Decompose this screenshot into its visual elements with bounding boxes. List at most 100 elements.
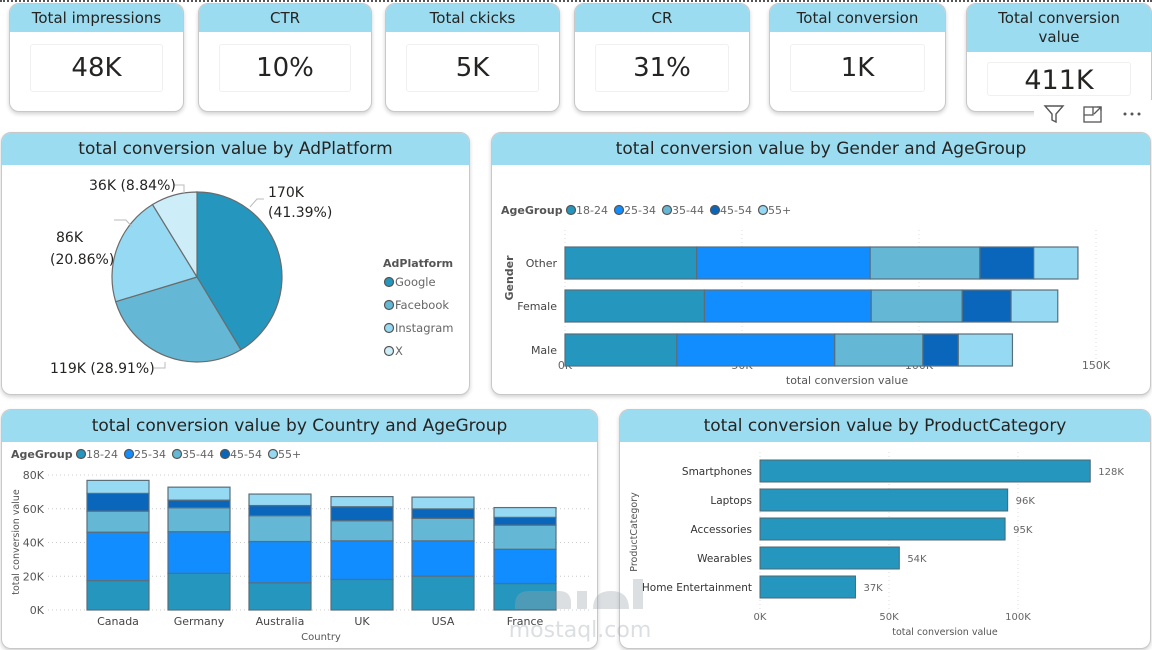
bar-wearables bbox=[759, 546, 900, 570]
column-segment-germany-18-24 bbox=[167, 572, 231, 611]
column-segment-canada-18-24 bbox=[86, 580, 150, 611]
y-axis-title: ProductCategory bbox=[629, 492, 640, 572]
x-tick-label: 150K bbox=[1082, 359, 1111, 372]
x-tick-label: UK bbox=[354, 615, 370, 628]
legend-marker-x bbox=[383, 345, 395, 357]
column-segment-usa-35-44 bbox=[411, 517, 475, 542]
column-segment-canada-55+ bbox=[86, 479, 150, 494]
pie-chart: 170K (41.39%) 119K (28.91%) 86K (20.86%) 36K … bbox=[50, 178, 454, 377]
kpi-card-total-impressions[interactable]: Total impressions 48K bbox=[9, 3, 184, 112]
column-segment-germany-25-34 bbox=[167, 531, 231, 574]
kpi-card-total-conversion[interactable]: Total conversion 1K bbox=[769, 3, 946, 112]
column-segment-australia-55+ bbox=[248, 493, 312, 507]
x-axis-title: Country bbox=[301, 632, 341, 643]
panel-productcategory[interactable]: total conversion value by ProductCategor… bbox=[619, 409, 1151, 649]
legend-label-55+: 55+ bbox=[278, 448, 301, 461]
bar-segment-female-45-54 bbox=[961, 289, 1012, 323]
chart-title: total conversion value by Gender and Age… bbox=[492, 133, 1150, 165]
column-segment-australia-35-44 bbox=[248, 515, 312, 543]
legend-marker-45-54 bbox=[709, 204, 721, 216]
chart-title: total conversion value by AdPlatform bbox=[2, 133, 469, 165]
kpi-card-total-clicks[interactable]: Total ckicks 5K bbox=[385, 3, 560, 112]
column-segment-uk-55+ bbox=[330, 495, 394, 508]
kpi-value: 10% bbox=[219, 44, 351, 92]
column-segment-france-55+ bbox=[493, 506, 557, 518]
bar-segment-other-25-34 bbox=[696, 246, 871, 280]
kpi-card-total-conversion-value[interactable]: Total conversion value 411K bbox=[966, 3, 1152, 112]
data-label: 96K bbox=[1016, 496, 1036, 507]
legend-marker-google bbox=[383, 276, 395, 288]
column-segment-usa-25-34 bbox=[411, 540, 475, 577]
legend-title: AgeGroup bbox=[501, 204, 563, 217]
column-segment-france-25-34 bbox=[493, 548, 557, 585]
filter-icon[interactable] bbox=[1040, 102, 1068, 126]
kpi-value: 1K bbox=[790, 44, 925, 92]
visual-header bbox=[1034, 100, 1152, 128]
column-segment-france-35-44 bbox=[493, 524, 557, 550]
panel-country-agegroup[interactable]: total conversion value by Country and Ag… bbox=[1, 409, 598, 649]
data-label-facebook: 119K (28.91%) bbox=[50, 361, 155, 377]
kpi-label: CR bbox=[575, 4, 749, 32]
column-segment-usa-18-24 bbox=[411, 575, 475, 611]
legend-label-instagram: Instagram bbox=[395, 321, 454, 335]
panel-gender-agegroup[interactable]: total conversion value by Gender and Age… bbox=[491, 132, 1151, 395]
y-tick-label: Male bbox=[531, 344, 557, 357]
legend-marker-facebook bbox=[383, 299, 395, 311]
legend-marker-45-54 bbox=[219, 448, 231, 460]
y-tick-label: 20K bbox=[23, 570, 45, 583]
legend-label-45-54: 45-54 bbox=[230, 448, 262, 461]
bar-segment-female-25-34 bbox=[703, 289, 872, 323]
data-label: 37K bbox=[863, 583, 883, 594]
kpi-label: Total conversion value bbox=[967, 4, 1151, 52]
column-segment-uk-18-24 bbox=[330, 578, 394, 611]
legend-marker-18-24 bbox=[565, 204, 577, 216]
gender-stacked-bar-chart: AgeGroup18-2425-3435-4445-5455+0K50K100K… bbox=[501, 204, 1111, 387]
more-options-icon[interactable] bbox=[1118, 102, 1146, 126]
pie-slice-google bbox=[196, 191, 283, 351]
bar-segment-other-35-44 bbox=[869, 246, 981, 280]
legend-marker-25-34 bbox=[123, 448, 135, 460]
panel-adplatform-pie[interactable]: total conversion value by AdPlatform 170… bbox=[1, 132, 470, 395]
kpi-card-ctr[interactable]: CTR 10% bbox=[198, 3, 372, 112]
y-tick-label: 60K bbox=[23, 503, 45, 516]
legend-marker-instagram bbox=[383, 322, 395, 334]
kpi-label: Total ckicks bbox=[386, 4, 559, 32]
bar-segment-male-55+ bbox=[957, 333, 1014, 367]
x-axis-title: total conversion value bbox=[786, 374, 908, 387]
focus-mode-icon[interactable] bbox=[1079, 102, 1107, 126]
column-segment-australia-25-34 bbox=[248, 540, 312, 584]
y-tick-label: Accessories bbox=[690, 524, 752, 536]
y-tick-label: Smartphones bbox=[682, 466, 752, 478]
bar-segment-male-25-34 bbox=[676, 333, 836, 367]
x-tick-label: 50K bbox=[879, 612, 899, 623]
bar-segment-male-45-54 bbox=[922, 333, 959, 367]
kpi-label: CTR bbox=[199, 4, 371, 32]
kpi-label: Total conversion bbox=[770, 4, 945, 32]
top-border bbox=[0, 0, 1152, 2]
kpi-value: 5K bbox=[406, 44, 539, 92]
legend-label-google: Google bbox=[395, 275, 436, 289]
column-segment-france-45-54 bbox=[493, 516, 557, 526]
bar-home-entertainment bbox=[759, 575, 856, 599]
legend-label-45-54: 45-54 bbox=[720, 204, 752, 217]
data-label: 54K bbox=[907, 554, 927, 565]
legend-marker-35-44 bbox=[661, 204, 673, 216]
legend-label-35-44: 35-44 bbox=[672, 204, 704, 217]
column-segment-france-18-24 bbox=[493, 582, 557, 611]
bar-smartphones bbox=[759, 459, 1091, 483]
data-label-instagram-value: 86K bbox=[56, 230, 84, 246]
column-segment-canada-35-44 bbox=[86, 510, 150, 533]
column-segment-australia-45-54 bbox=[248, 504, 312, 517]
legend-marker-18-24 bbox=[75, 448, 87, 460]
legend-marker-25-34 bbox=[613, 204, 625, 216]
y-tick-label: 40K bbox=[23, 537, 45, 550]
leader-line bbox=[174, 184, 185, 193]
pie-slice-instagram bbox=[111, 203, 198, 303]
leader-line bbox=[154, 362, 166, 369]
y-tick-label: 80K bbox=[23, 469, 45, 482]
bar-segment-other-18-24 bbox=[564, 246, 698, 280]
column-segment-germany-35-44 bbox=[167, 507, 231, 533]
legend-label-18-24: 18-24 bbox=[576, 204, 608, 217]
x-tick-label: Canada bbox=[97, 615, 139, 628]
kpi-card-cr[interactable]: CR 31% bbox=[574, 3, 750, 112]
